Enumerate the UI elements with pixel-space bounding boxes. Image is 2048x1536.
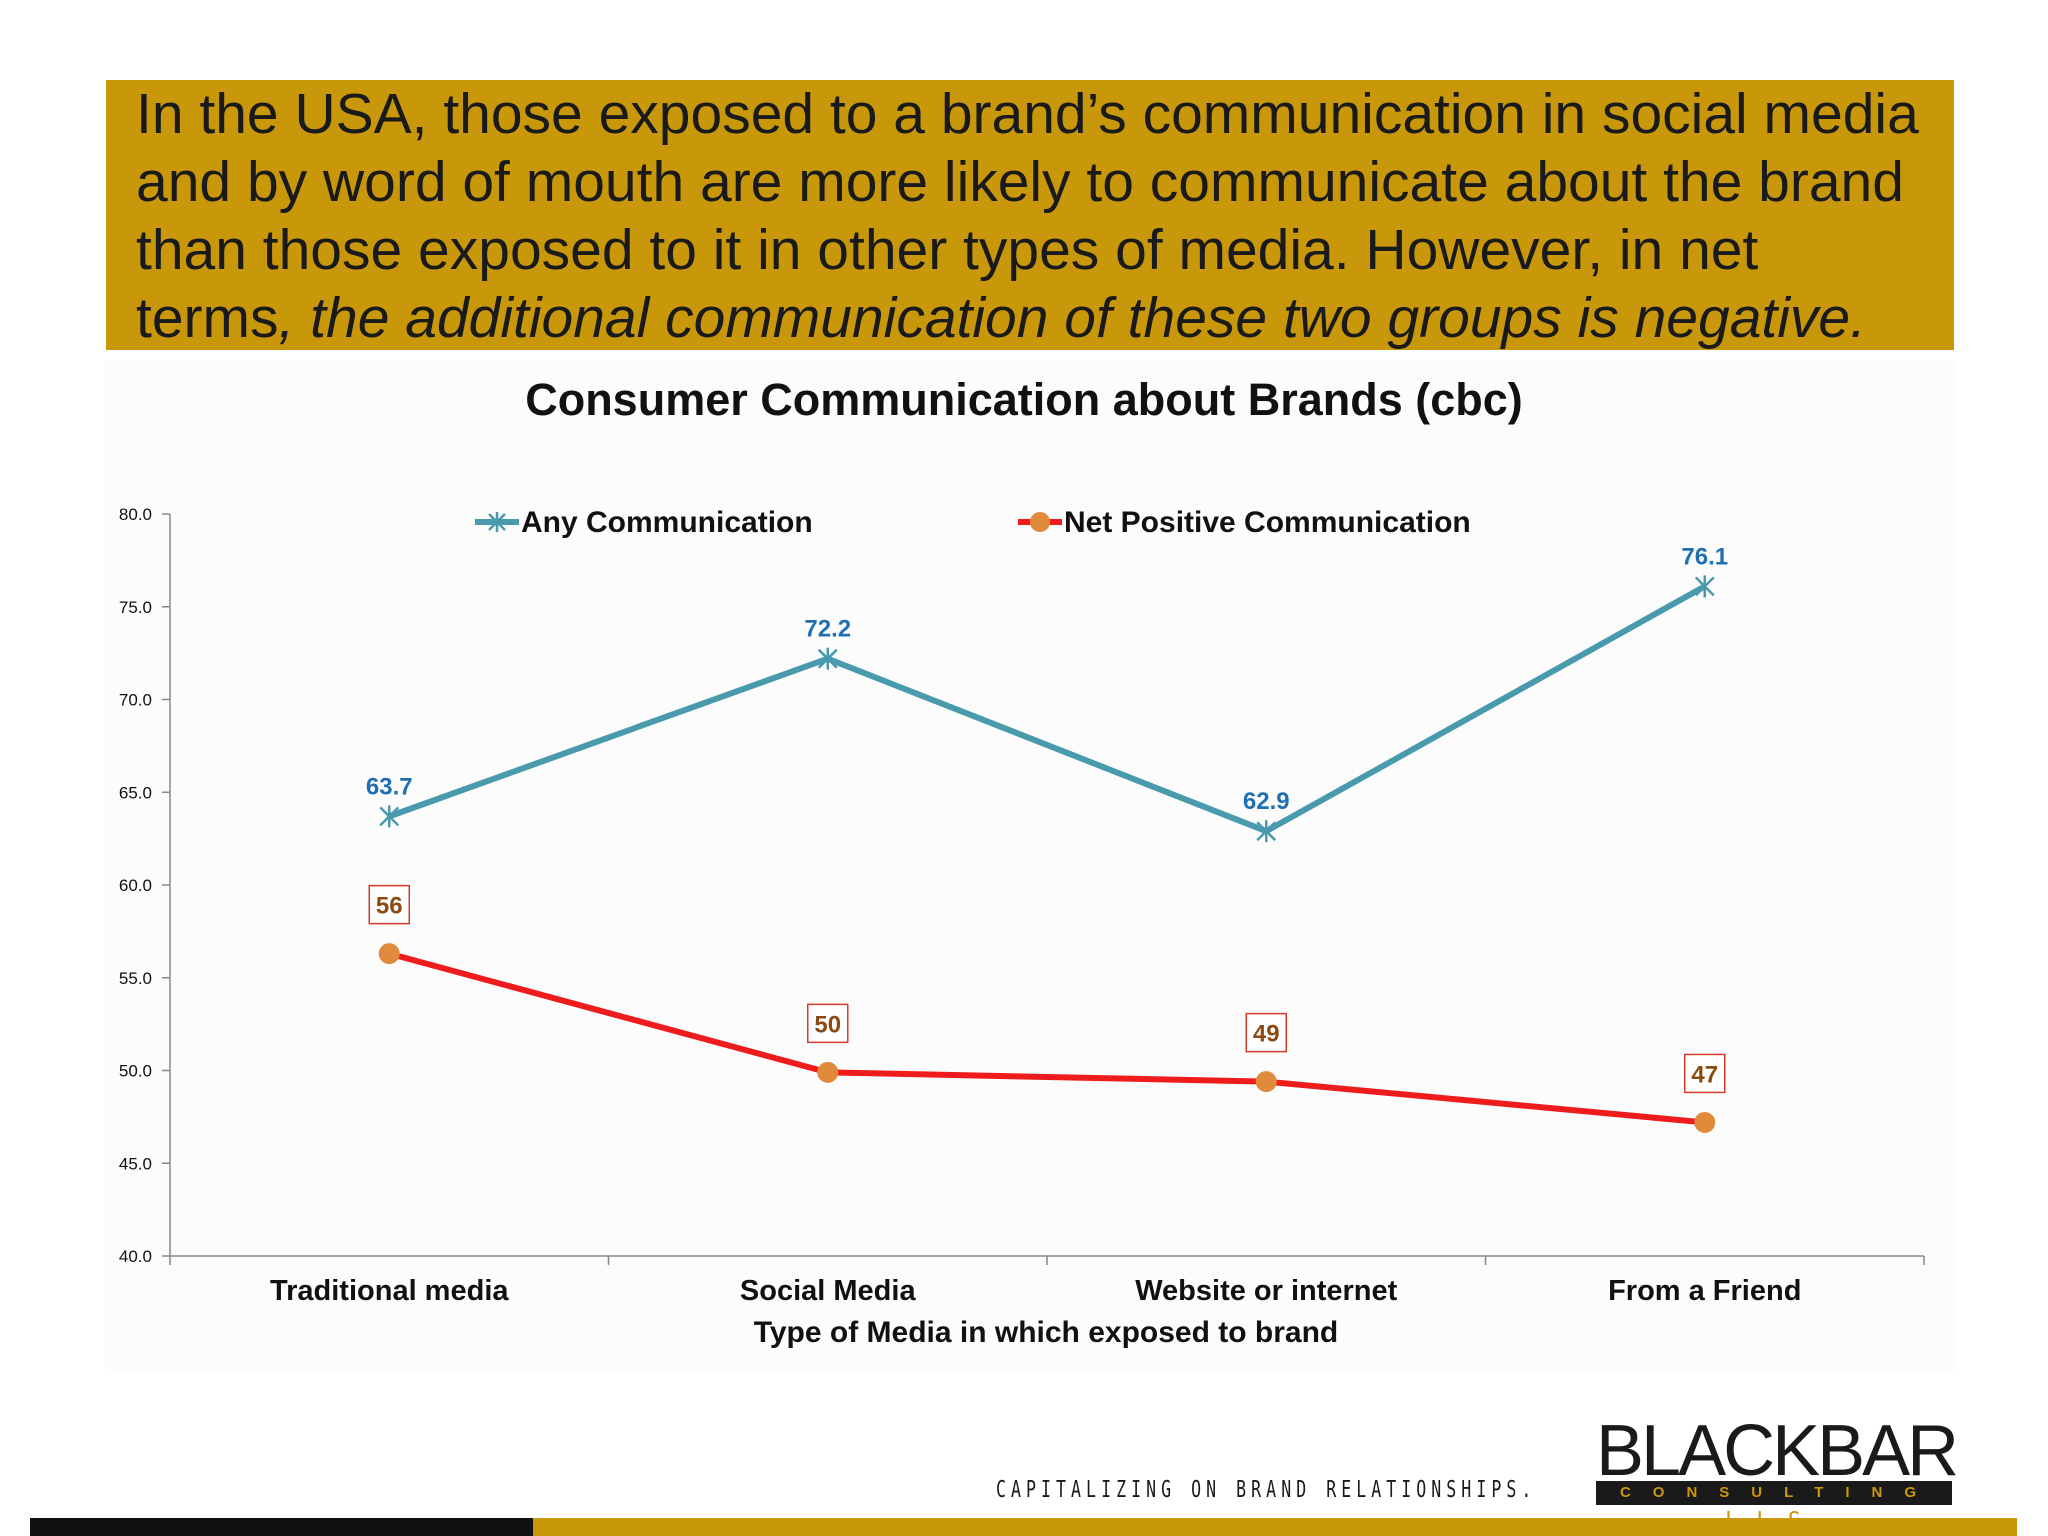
x-axis-title: Type of Media in which exposed to brand [754,1316,1339,1349]
axes: 40.0 45.0 50.0 55.0 60.0 65.0 70.0 75.0 80.0 Trad… [119,505,1925,1307]
y-tick-label: 70.0 [119,691,152,710]
x-tick-label: Website or internet [1135,1275,1397,1307]
y-tick-label: 60.0 [119,876,152,895]
headline-plain: In the USA, those exposed to a brand’s c… [136,82,1919,350]
y-tick-label: 50.0 [119,1062,152,1081]
footer-bar-dark [30,1518,533,1536]
line-chart: Consumer Communication about Brands (cbc… [105,360,1955,1370]
x-tick-label: Social Media [740,1275,917,1307]
series-layer: 63.7 72.2 62.9 76.1 56 50 49 47 [366,543,1728,1133]
data-label: 56 [376,893,403,920]
data-label: 49 [1253,1021,1280,1048]
data-label: 72.2 [804,616,851,643]
logo-subtitle: CONSULTING LLC [1596,1481,1952,1525]
data-label-box [807,1003,849,1044]
headline-italic: , the additional communication of these … [278,286,1866,350]
data-point [1694,575,1715,598]
headline-box: In the USA, those exposed to a brand’s c… [106,80,1954,350]
y-tick-label: 65.0 [119,783,152,802]
y-tick-label: 45.0 [119,1154,152,1173]
chart-title: Consumer Communication about Brands (cbc… [525,374,1523,425]
series-line [388,583,1707,835]
y-tick-label: 55.0 [119,969,152,988]
chart-background [105,360,1955,1370]
y-tick-label: 80.0 [119,505,152,524]
data-label: 62.9 [1243,788,1290,815]
data-point [379,805,400,828]
headline-text: In the USA, those exposed to a brand’s c… [136,80,1924,352]
y-tick-label: 75.0 [119,598,152,617]
legend-marker [1030,512,1050,532]
series-line [388,950,1706,1126]
legend: Any Communication Net Positive Communicat… [475,506,1471,539]
legend-marker [488,512,506,532]
data-label-box [1245,1012,1287,1053]
data-point [817,647,838,670]
x-tick-label: From a Friend [1608,1275,1801,1307]
data-label: 76.1 [1681,543,1728,570]
series-net-positive-communication: 56 50 49 47 [368,884,1726,1133]
series-any-communication: 63.7 72.2 62.9 76.1 [366,543,1728,843]
data-label: 47 [1691,1061,1718,1088]
data-label-box [1684,1053,1726,1094]
logo-wordmark: BLACKBAR [1596,1411,1959,1491]
legend-label: Net Positive Communication [1064,506,1471,539]
data-label: 50 [814,1011,841,1038]
data-point [1255,1071,1277,1093]
footer-bar-gold [533,1518,2017,1536]
data-label-box [368,884,410,925]
legend-label: Any Communication [521,506,813,539]
company-logo: BLACKBAR CONSULTING LLC [1596,1415,1959,1525]
data-point [378,943,400,965]
data-point [817,1061,839,1083]
legend-item: Any Communication [475,506,813,539]
data-point [1694,1111,1716,1133]
footer-tagline: CAPITALIZING ON BRAND RELATIONSHIPS. [996,1477,1537,1503]
y-tick-label: 40.0 [119,1247,152,1266]
data-point [1256,820,1277,843]
x-tick-label: Traditional media [270,1275,509,1307]
legend-item: Net Positive Communication [1018,506,1471,539]
data-label: 63.7 [366,773,413,800]
